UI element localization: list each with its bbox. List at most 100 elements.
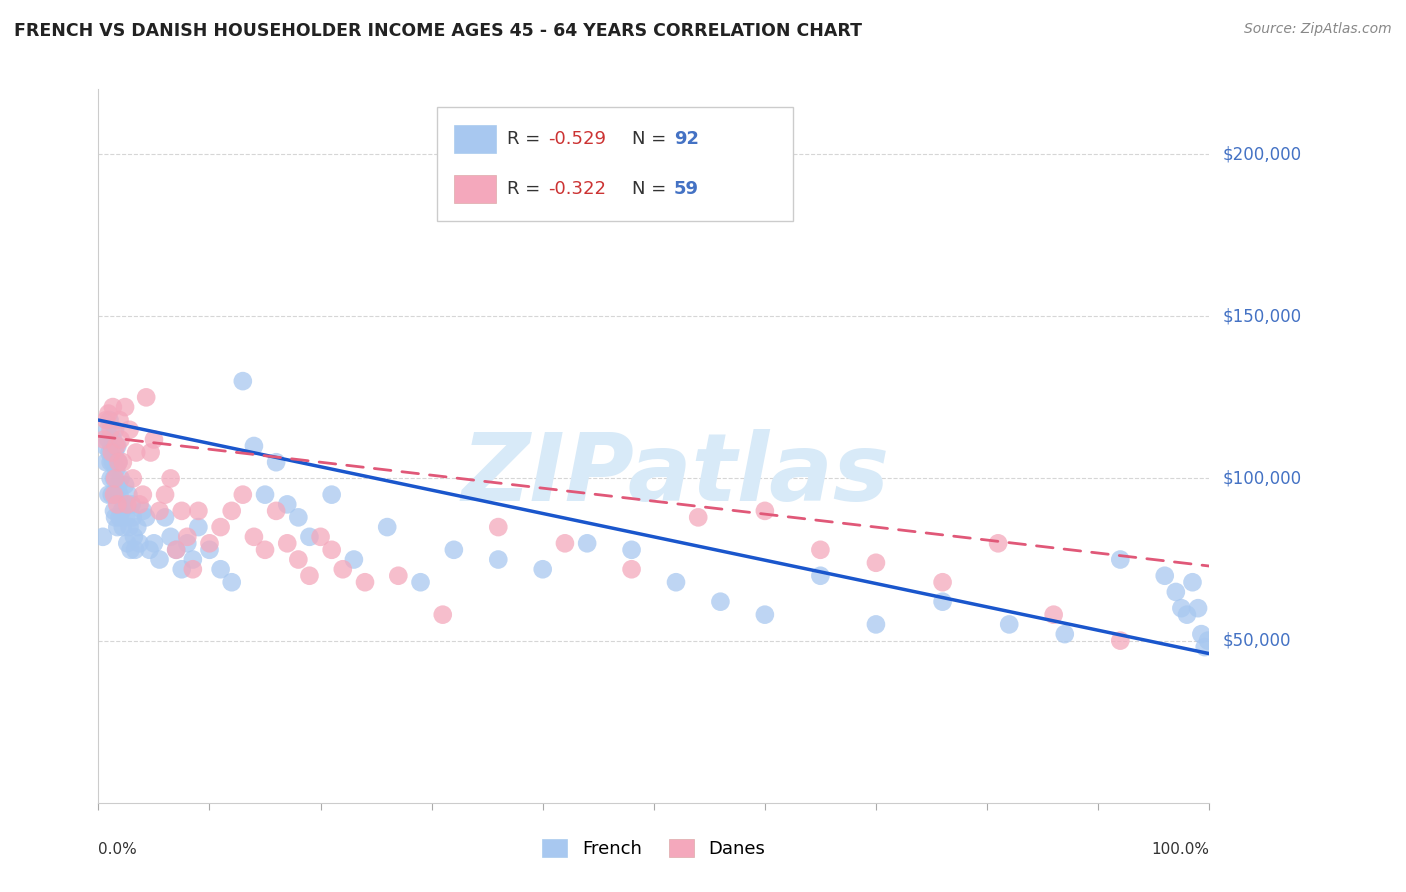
French	[1197, 633, 1219, 648]
French	[97, 433, 120, 447]
Danes	[104, 471, 127, 485]
French	[105, 439, 128, 453]
French	[148, 552, 170, 566]
French	[132, 504, 155, 518]
French	[107, 455, 129, 469]
French	[104, 423, 127, 437]
French	[1053, 627, 1076, 641]
French	[810, 568, 832, 582]
French	[276, 497, 298, 511]
Danes	[93, 433, 115, 447]
Danes	[111, 455, 134, 469]
French	[100, 488, 122, 502]
French	[135, 510, 157, 524]
Danes	[187, 504, 209, 518]
French	[165, 542, 187, 557]
Danes	[148, 504, 170, 518]
French	[143, 536, 166, 550]
French	[97, 488, 120, 502]
French	[531, 562, 554, 576]
French	[127, 520, 149, 534]
Legend: French, Danes: French, Danes	[543, 838, 765, 858]
French	[100, 471, 122, 485]
Text: $200,000: $200,000	[1223, 145, 1302, 163]
French	[153, 510, 176, 524]
Danes	[253, 542, 276, 557]
Danes	[387, 568, 409, 582]
FancyBboxPatch shape	[454, 125, 496, 153]
Danes	[486, 520, 509, 534]
French	[96, 423, 118, 437]
Danes	[1109, 633, 1132, 648]
French	[101, 433, 124, 447]
French	[114, 478, 136, 492]
Danes	[159, 471, 181, 485]
French	[998, 617, 1021, 632]
French	[103, 504, 125, 518]
Text: 59: 59	[673, 180, 699, 198]
French	[221, 575, 243, 590]
French	[576, 536, 599, 550]
French	[243, 439, 266, 453]
French	[709, 595, 731, 609]
French	[117, 488, 139, 502]
Text: $150,000: $150,000	[1223, 307, 1302, 326]
Danes	[96, 413, 118, 427]
French	[98, 445, 121, 459]
French	[232, 374, 254, 388]
French	[101, 455, 124, 469]
Danes	[931, 575, 953, 590]
French	[98, 413, 121, 427]
French	[110, 471, 132, 485]
French	[287, 510, 309, 524]
Danes	[110, 433, 132, 447]
Danes	[132, 488, 155, 502]
Danes	[810, 542, 832, 557]
French	[620, 542, 643, 557]
French	[1189, 627, 1212, 641]
French	[107, 478, 129, 492]
Danes	[987, 536, 1010, 550]
Text: R =: R =	[508, 180, 546, 198]
Danes	[354, 575, 377, 590]
Danes	[554, 536, 576, 550]
Danes	[754, 504, 776, 518]
Danes	[264, 504, 287, 518]
French	[111, 520, 134, 534]
French	[96, 455, 118, 469]
Danes	[298, 568, 321, 582]
Danes	[688, 510, 710, 524]
Danes	[321, 542, 343, 557]
Danes	[209, 520, 232, 534]
Danes	[117, 497, 139, 511]
Danes	[221, 504, 243, 518]
Danes	[176, 530, 198, 544]
Danes	[287, 552, 309, 566]
French	[253, 488, 276, 502]
Text: Source: ZipAtlas.com: Source: ZipAtlas.com	[1244, 22, 1392, 37]
French	[112, 497, 135, 511]
Danes	[100, 445, 122, 459]
French	[120, 542, 142, 557]
Danes	[309, 530, 332, 544]
French	[409, 575, 432, 590]
French	[375, 520, 398, 534]
Danes	[97, 407, 120, 421]
French	[198, 542, 221, 557]
French	[138, 542, 160, 557]
Danes	[135, 390, 157, 404]
Danes	[108, 413, 131, 427]
Danes	[198, 536, 221, 550]
French	[108, 488, 131, 502]
Text: 92: 92	[673, 130, 699, 148]
French	[111, 504, 134, 518]
French	[128, 536, 150, 550]
French	[121, 497, 143, 511]
French	[1181, 575, 1204, 590]
Danes	[232, 488, 254, 502]
French	[100, 455, 122, 469]
Danes	[432, 607, 454, 622]
FancyBboxPatch shape	[437, 107, 793, 221]
French	[103, 471, 125, 485]
Danes	[105, 439, 128, 453]
